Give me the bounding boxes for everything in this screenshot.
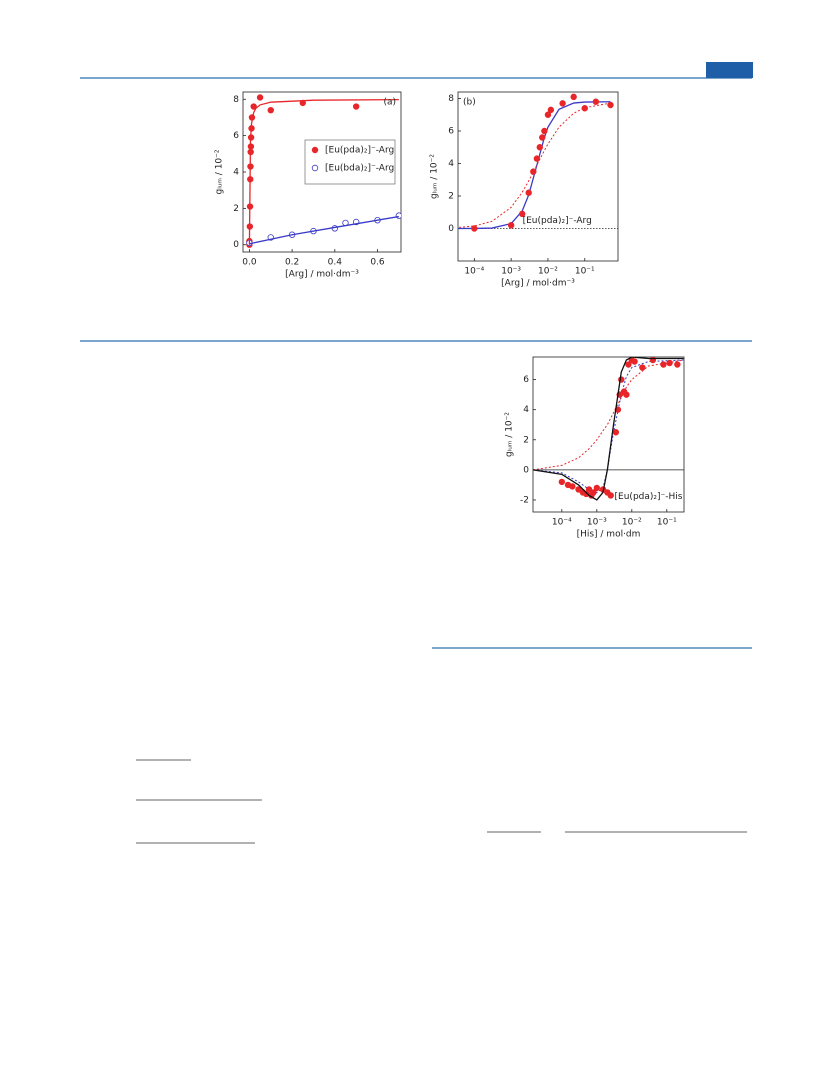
y-tick-label: 4 [233, 168, 239, 178]
panel-label: (b) [463, 98, 476, 108]
fit-line [458, 102, 611, 228]
x-tick-label: 10⁻³ [501, 267, 521, 277]
y-tick-label: -2 [520, 495, 529, 505]
data-point [623, 391, 630, 398]
y-axis-title: gₗᵤₘ / 10⁻² [430, 154, 440, 199]
y-tick-label: 2 [523, 435, 529, 445]
fit-line [458, 101, 611, 230]
data-point [612, 429, 620, 436]
y-tick-label: 8 [448, 94, 454, 104]
data-point [395, 212, 401, 219]
plot-frame [532, 356, 685, 513]
y-tick-label: 0 [523, 465, 529, 475]
x-tick-label: 10⁻³ [587, 518, 607, 528]
data-point [639, 364, 646, 371]
y-tick-label: 2 [448, 192, 454, 202]
x-tick-label: 10⁻¹ [657, 518, 677, 528]
data-point [352, 103, 360, 110]
data-point [569, 483, 576, 490]
x-tick-label: 0.4 [328, 258, 343, 268]
x-axis-title: [Arg] / mol·dm⁻³ [501, 279, 575, 289]
x-tick-label: 10⁻⁴ [552, 518, 572, 528]
data-point [660, 361, 667, 368]
data-point [250, 103, 257, 110]
data-point [507, 222, 515, 229]
data-point [256, 94, 264, 101]
data-point [607, 492, 614, 499]
data-point [547, 106, 555, 114]
data-point [570, 93, 577, 101]
data-point [593, 484, 601, 492]
y-tick-label: 6 [448, 127, 454, 137]
data-point [607, 101, 614, 109]
plot-area [246, 94, 401, 248]
plot-frame [457, 91, 619, 262]
x-axis-title: [His] / mol·dm [577, 530, 641, 540]
data-point [585, 486, 593, 493]
y-tick-label: 6 [233, 131, 239, 141]
x-axis-title: [Arg] / mol·dm⁻³ [285, 270, 359, 280]
y-tick-label: 2 [233, 204, 239, 214]
data-point [581, 105, 588, 112]
x-tick-label: 0.2 [285, 258, 299, 268]
legend-marker [311, 146, 319, 154]
fit-line [249, 215, 399, 245]
data-point [592, 98, 600, 105]
y-tick-label: 4 [523, 405, 529, 415]
data-point [541, 127, 548, 135]
y-axis-title: gₗᵤₘ / 10⁻² [215, 149, 225, 194]
data-point [471, 225, 478, 232]
y-tick-label: 0 [233, 240, 239, 250]
fit-line [533, 359, 684, 471]
data-point [558, 478, 566, 486]
legend-label: [Eu(bda)₂]⁻-Arg [325, 164, 394, 174]
data-point [267, 106, 274, 114]
y-axis-title: gₗᵤₘ / 10⁻² [505, 412, 515, 457]
plot-area [458, 93, 614, 232]
legend-box [304, 139, 396, 185]
data-point [536, 144, 543, 151]
data-point [575, 486, 582, 493]
data-point [533, 155, 541, 162]
fit-line [533, 359, 684, 494]
y-tick-label: 8 [233, 95, 239, 105]
data-point [530, 168, 537, 175]
x-tick-label: 10⁻² [538, 267, 558, 277]
data-point [525, 189, 532, 196]
x-tick-label: 10⁻⁴ [464, 267, 484, 277]
y-tick-label: 4 [448, 159, 454, 169]
header-tab [706, 62, 753, 78]
data-point [519, 210, 526, 218]
data-point [544, 111, 552, 118]
y-tick-label: 0 [448, 224, 454, 234]
data-point [559, 100, 566, 107]
legend-label: [Eu(pda)₂]⁻-Arg [325, 146, 394, 156]
panel-label: (a) [383, 98, 396, 108]
data-point [625, 361, 632, 368]
annotation: [Eu(pda)₂]⁻-His [615, 492, 683, 502]
x-tick-label: 10⁻² [622, 518, 642, 528]
annotation: [Eu(pda)₂]⁻-Arg [523, 216, 592, 226]
data-point [590, 489, 597, 496]
plot-area [533, 357, 684, 501]
x-tick-label: 0.0 [242, 258, 257, 268]
fit-line [533, 357, 684, 501]
data-point [674, 361, 681, 368]
legend-marker [311, 164, 319, 172]
x-tick-label: 0.6 [370, 258, 385, 268]
data-point [666, 359, 673, 367]
fit-line [248, 98, 399, 245]
y-tick-label: 6 [523, 375, 529, 385]
data-point [631, 358, 638, 365]
data-point [539, 134, 546, 141]
x-tick-label: 10⁻¹ [575, 267, 595, 277]
